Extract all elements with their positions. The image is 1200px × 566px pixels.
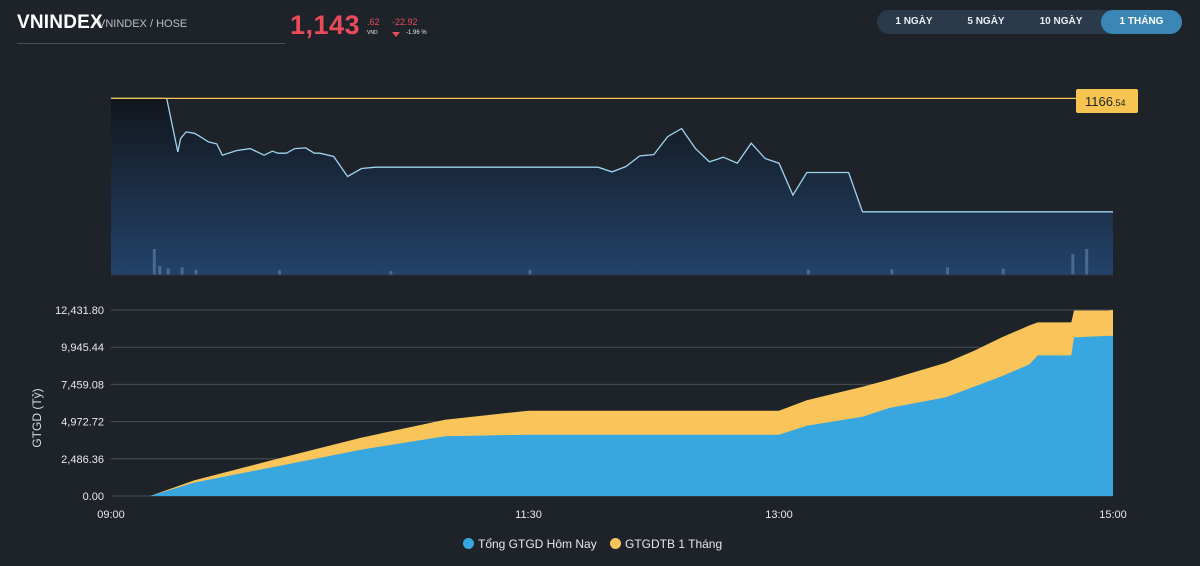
volume-bar	[152, 249, 156, 275]
y-axis-ticks: 12,431.80 9,945.44 7,459.08 4,972.72 2,486.3…	[55, 305, 104, 503]
price-decimals: .62	[367, 17, 380, 27]
volume-bar	[166, 268, 170, 275]
title-block: VNINDEX VNINDEX / HOSE	[17, 10, 285, 44]
y-axis-label: GTGD (Tỷ)	[30, 388, 44, 447]
volume-bar	[1085, 249, 1089, 275]
volume-bar	[389, 271, 393, 275]
price-area-fill	[111, 98, 1113, 276]
area-chart: 12,431.80 9,945.44 7,459.08 4,972.72 2,486.3…	[30, 305, 1127, 521]
legend-label-today: Tổng GTGD Hôm Nay	[478, 537, 597, 551]
volume-bar	[890, 269, 894, 275]
price-main: 1,143	[290, 10, 361, 40]
volume-bar	[1071, 254, 1075, 275]
price-chart: 1166.54	[111, 89, 1138, 276]
ticker-symbol: VNINDEX	[17, 12, 103, 33]
range-tab-1-day[interactable]: 1 NGÀY	[895, 16, 933, 27]
y-tick-label: 4,972.72	[61, 417, 104, 429]
reference-value-label: 1166.54	[1085, 94, 1125, 109]
exchange-label: VNINDEX / HOSE	[98, 18, 188, 30]
legend-swatch-today	[463, 538, 474, 549]
legend: Tổng GTGD Hôm Nay GTGDTB 1 Tháng	[0, 536, 1200, 552]
area-series-today	[111, 335, 1113, 496]
price-area	[111, 98, 1113, 276]
price-change: -22.92	[392, 17, 418, 27]
down-arrow-icon	[392, 32, 400, 37]
range-tab-10-days[interactable]: 10 NGÀY	[1039, 16, 1083, 27]
x-tick-label: 09:00	[97, 509, 125, 521]
reference-value-badge	[1076, 89, 1138, 113]
volume-bar	[278, 270, 281, 275]
volume-bar	[806, 269, 810, 275]
volume-bar	[180, 267, 184, 275]
legend-swatch-avg	[610, 538, 621, 549]
y-tick-label: 2,486.36	[61, 454, 104, 466]
price-unit: VND	[367, 30, 378, 36]
range-tab-1-month[interactable]: 1 THÁNG	[1101, 10, 1182, 34]
header: VNINDEX VNINDEX / HOSE 1,143 .62 VND -22…	[0, 0, 1200, 50]
volume-bar	[528, 269, 532, 275]
x-tick-label: 15:00	[1099, 509, 1127, 521]
x-tick-label: 13:00	[765, 509, 793, 521]
range-selector: 1 NGÀY 5 NGÀY 10 NGÀY 1 THÁNG	[877, 10, 1182, 34]
volume-bar	[946, 267, 949, 275]
y-tick-label: 7,459.08	[61, 379, 104, 391]
area-series	[111, 310, 1113, 496]
volume-bar	[1001, 268, 1005, 275]
range-tab-5-days[interactable]: 5 NGÀY	[967, 16, 1005, 27]
legend-label-avg: GTGDTB 1 Tháng	[625, 537, 723, 551]
volume-bars	[152, 249, 1089, 275]
volume-bar	[194, 269, 198, 275]
price-change-pct: -1.96 %	[406, 30, 427, 36]
x-tick-label: 11:30	[515, 509, 542, 521]
price-line	[111, 97, 1113, 213]
volume-bar	[158, 265, 162, 275]
y-tick-label: 9,945.44	[61, 342, 104, 354]
y-tick-label: 12,431.80	[55, 305, 104, 317]
y-tick-label: 0.00	[83, 491, 104, 503]
x-axis-ticks: 09:00 11:30 13:00 15:00	[97, 509, 1127, 521]
price-series-line	[111, 97, 1113, 213]
